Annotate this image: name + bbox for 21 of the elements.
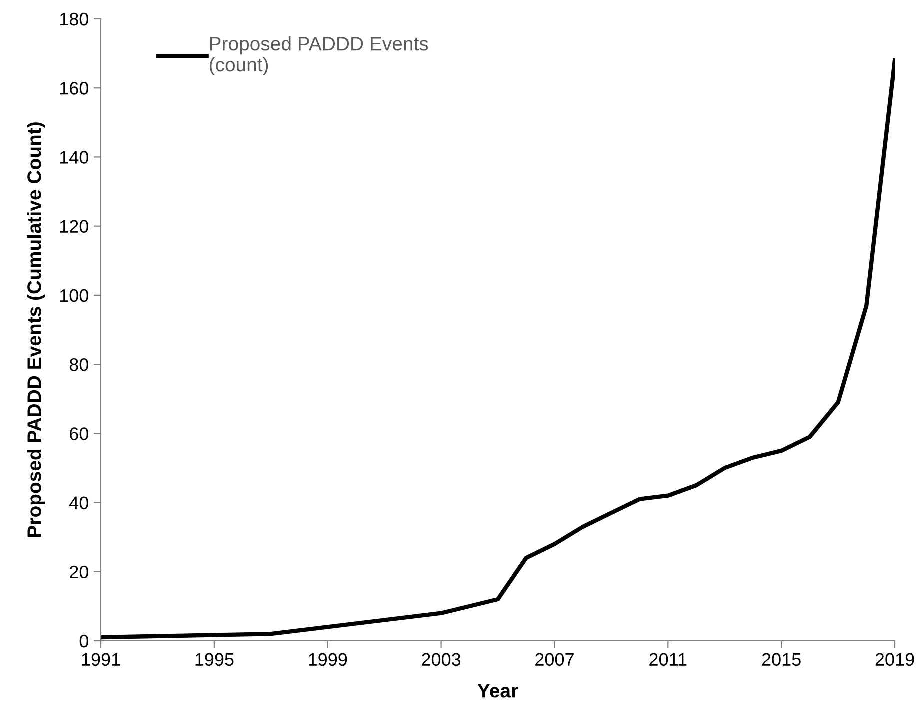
y-tick-label: 120 — [60, 220, 88, 234]
y-tick-label: 60 — [70, 428, 88, 440]
y-axis-title: Proposed PADDD Events (Cumulative Count) — [27, 122, 46, 538]
y-tick-label: 180 — [60, 12, 88, 26]
y-tick-label: 100 — [60, 289, 88, 302]
x-tick-label: 2015 — [762, 653, 801, 666]
x-tick-label: 1991 — [82, 653, 120, 666]
y-tick-label: 40 — [70, 496, 88, 510]
x-axis-title: Year — [478, 684, 518, 698]
legend-label: Proposed PADDD Events (count) — [210, 36, 428, 76]
y-tick-label: 160 — [60, 82, 88, 95]
x-tick-label: 2007 — [536, 653, 574, 666]
y-tick-label: 80 — [70, 358, 88, 372]
y-tick-label: 0 — [80, 634, 88, 648]
x-tick-label: 2011 — [650, 653, 687, 666]
x-tick-label: 1995 — [196, 653, 234, 666]
x-tick-label: 2019 — [876, 653, 914, 666]
y-tick-label: 20 — [70, 566, 88, 579]
x-tick-label: 2003 — [422, 653, 461, 666]
y-tick-label: 140 — [60, 151, 88, 164]
x-tick-label: 1999 — [309, 653, 348, 666]
